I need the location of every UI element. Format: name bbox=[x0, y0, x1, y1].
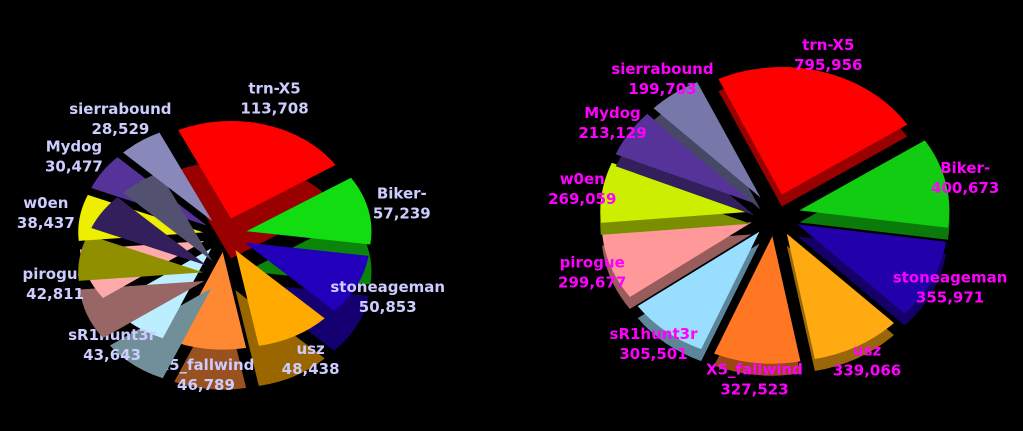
slice-label: w0en bbox=[23, 194, 68, 212]
slice-value: 43,643 bbox=[83, 346, 141, 364]
slice-label: Mydog bbox=[584, 104, 640, 122]
slice-label: sR1hunt3r bbox=[610, 325, 699, 343]
slice-label: w0en bbox=[560, 170, 605, 188]
slice-side bbox=[91, 197, 207, 266]
slice bbox=[786, 233, 894, 359]
slice-label: Mydog bbox=[46, 137, 102, 155]
slice bbox=[235, 250, 325, 346]
slice-value: 269,059 bbox=[548, 190, 616, 208]
slice-value: 299,677 bbox=[558, 273, 626, 291]
slice-label: Biker- bbox=[377, 184, 427, 202]
slice-label: X5_fallwind bbox=[706, 360, 803, 378]
slice-label: stoneageman bbox=[330, 278, 445, 296]
slice-value: 327,523 bbox=[720, 380, 788, 398]
slice-value: 795,956 bbox=[794, 56, 862, 74]
slice-side bbox=[79, 280, 205, 339]
slice-value: 30,477 bbox=[45, 157, 103, 175]
slice bbox=[123, 132, 213, 221]
slice-value: 50,853 bbox=[359, 298, 417, 316]
slice bbox=[799, 140, 950, 228]
slice-value: 355,971 bbox=[916, 289, 984, 307]
slice-side bbox=[78, 234, 204, 281]
slice bbox=[600, 162, 751, 223]
slice-label: sR1hunt3r bbox=[68, 326, 157, 344]
slice bbox=[615, 113, 755, 204]
slice bbox=[246, 177, 372, 245]
slice-value: 199,703 bbox=[628, 80, 696, 98]
slice-label: usz bbox=[853, 342, 882, 360]
slice bbox=[174, 252, 247, 350]
slice-value: 213,129 bbox=[578, 124, 646, 142]
slice-label: usz bbox=[296, 340, 325, 358]
slice bbox=[244, 242, 369, 311]
slice-value: 46,789 bbox=[177, 376, 235, 394]
slice-side bbox=[123, 172, 213, 261]
slice-label: X5_fallwind bbox=[158, 356, 255, 374]
slice bbox=[602, 222, 752, 297]
slice-value: 28,529 bbox=[91, 120, 149, 138]
slice-value: 42,811 bbox=[26, 285, 84, 303]
slice-value: 57,239 bbox=[373, 204, 431, 222]
slice-value: 38,437 bbox=[17, 214, 75, 232]
slice-label: sierrabound bbox=[611, 60, 713, 78]
slice-value: 113,708 bbox=[240, 100, 308, 118]
slice-label: pirogue bbox=[23, 265, 88, 283]
slice-value: 48,438 bbox=[282, 360, 340, 378]
slice bbox=[178, 120, 336, 219]
slice-label: sierrabound bbox=[69, 100, 171, 118]
slice-label: stoneageman bbox=[893, 269, 1008, 287]
slice-value: 305,501 bbox=[619, 345, 687, 363]
slice bbox=[637, 231, 760, 350]
slice bbox=[653, 82, 761, 198]
slice-label: trn-X5 bbox=[802, 36, 854, 54]
slice bbox=[714, 236, 801, 364]
slice-label: pirogue bbox=[560, 253, 625, 271]
slice-value: 339,066 bbox=[833, 362, 901, 380]
slice-value: 400,673 bbox=[931, 179, 999, 197]
slice bbox=[718, 67, 908, 195]
slice-label: trn-X5 bbox=[248, 80, 300, 98]
slice bbox=[797, 224, 947, 314]
slice-label: Biker- bbox=[940, 159, 990, 177]
